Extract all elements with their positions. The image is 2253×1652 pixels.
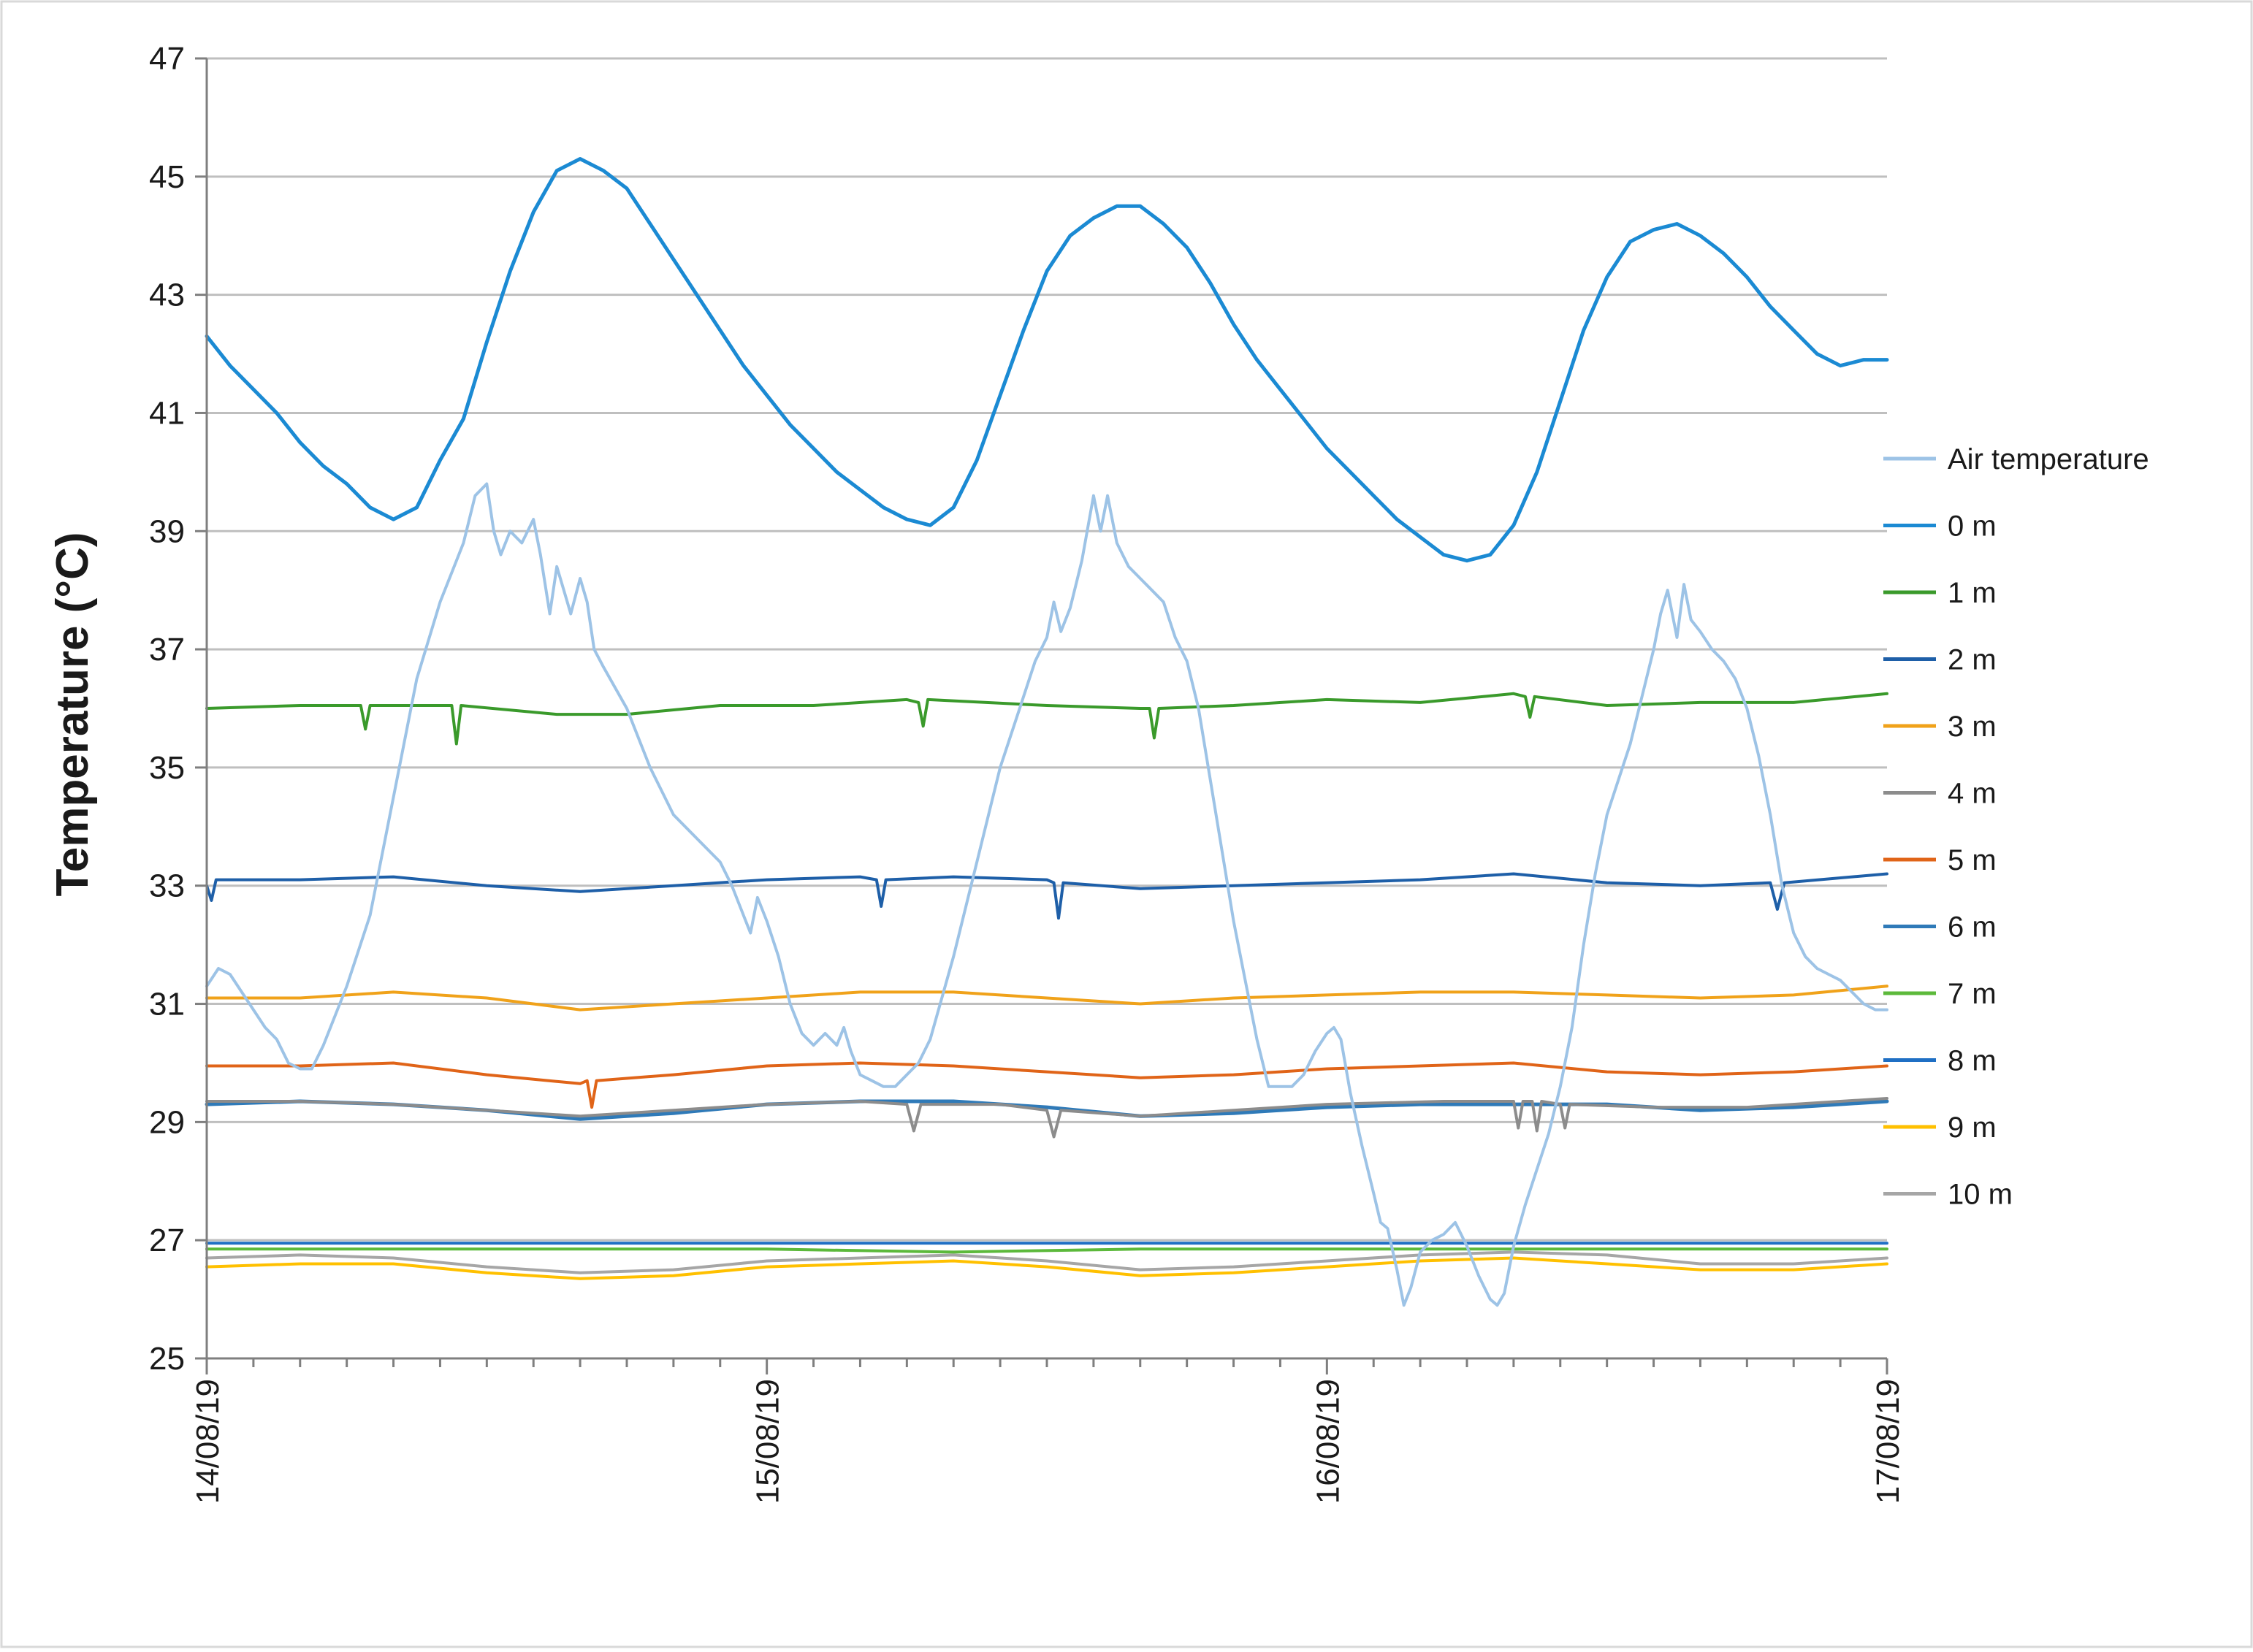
legend-label-6-m: 6 m [1948,911,1997,944]
y-tick-label: 33 [149,868,185,904]
x-tick-label: 15/08/19 [750,1379,786,1504]
series-line-3-m [205,984,1888,1012]
y-tick-label: 37 [149,632,185,668]
legend-label-7-m: 7 m [1948,978,1997,1010]
series-line-9-m [205,1256,1888,1280]
series-line-2-m [205,872,1888,920]
legend-label-8-m: 8 m [1948,1045,1997,1077]
y-tick-label: 41 [149,395,185,431]
legend-label-4-m: 4 m [1948,778,1997,810]
x-tick-label: 14/08/19 [190,1379,226,1504]
y-axis-title: Temperature (°C) [47,532,98,896]
series-lines [205,157,1889,1307]
legend-label-2-m: 2 m [1948,644,1997,676]
y-tick-label: 45 [149,159,185,195]
series-line-7-m [205,1247,1888,1254]
axes: 25 27 29 31 33 35 37 39 41 43 45 47 14/08/19 15/08/19… [149,41,1906,1504]
y-tick-label: 25 [149,1341,185,1377]
legend-label-0-m: 0 m [1948,510,1997,543]
series-line-10-m [205,1250,1888,1274]
y-tick-label: 43 [149,278,185,313]
legend-label-1-m: 1 m [1948,577,1997,609]
series-line-5-m [205,1061,1888,1109]
y-tick-label: 29 [149,1104,185,1140]
x-tick-label: 17/08/19 [1870,1379,1906,1504]
series-line-4-m [205,1097,1888,1139]
series-line-air-temperature [205,482,1888,1307]
series-line-1-m [205,692,1888,746]
legend-label-air-temperature: Air temperature [1948,443,2149,475]
y-tick-label: 27 [149,1223,185,1258]
x-tick-label: 16/08/19 [1310,1379,1346,1504]
legend-label-3-m: 3 m [1948,711,1997,743]
y-tick-label: 31 [149,987,185,1022]
y-tick-label: 47 [149,41,185,77]
y-tick-label: 35 [149,750,185,786]
gridlines [207,57,1887,1242]
series-line-0-m [205,157,1889,563]
y-tick-label: 39 [149,513,185,549]
legend-label-9-m: 9 m [1948,1112,1997,1144]
legend-label-10-m: 10 m [1948,1179,2013,1211]
legend: Air temperature 0 m 1 m 2 m 3 m 4 m 5 m 6 m 7 m 8… [1883,443,2149,1211]
legend-label-5-m: 5 m [1948,844,1997,876]
